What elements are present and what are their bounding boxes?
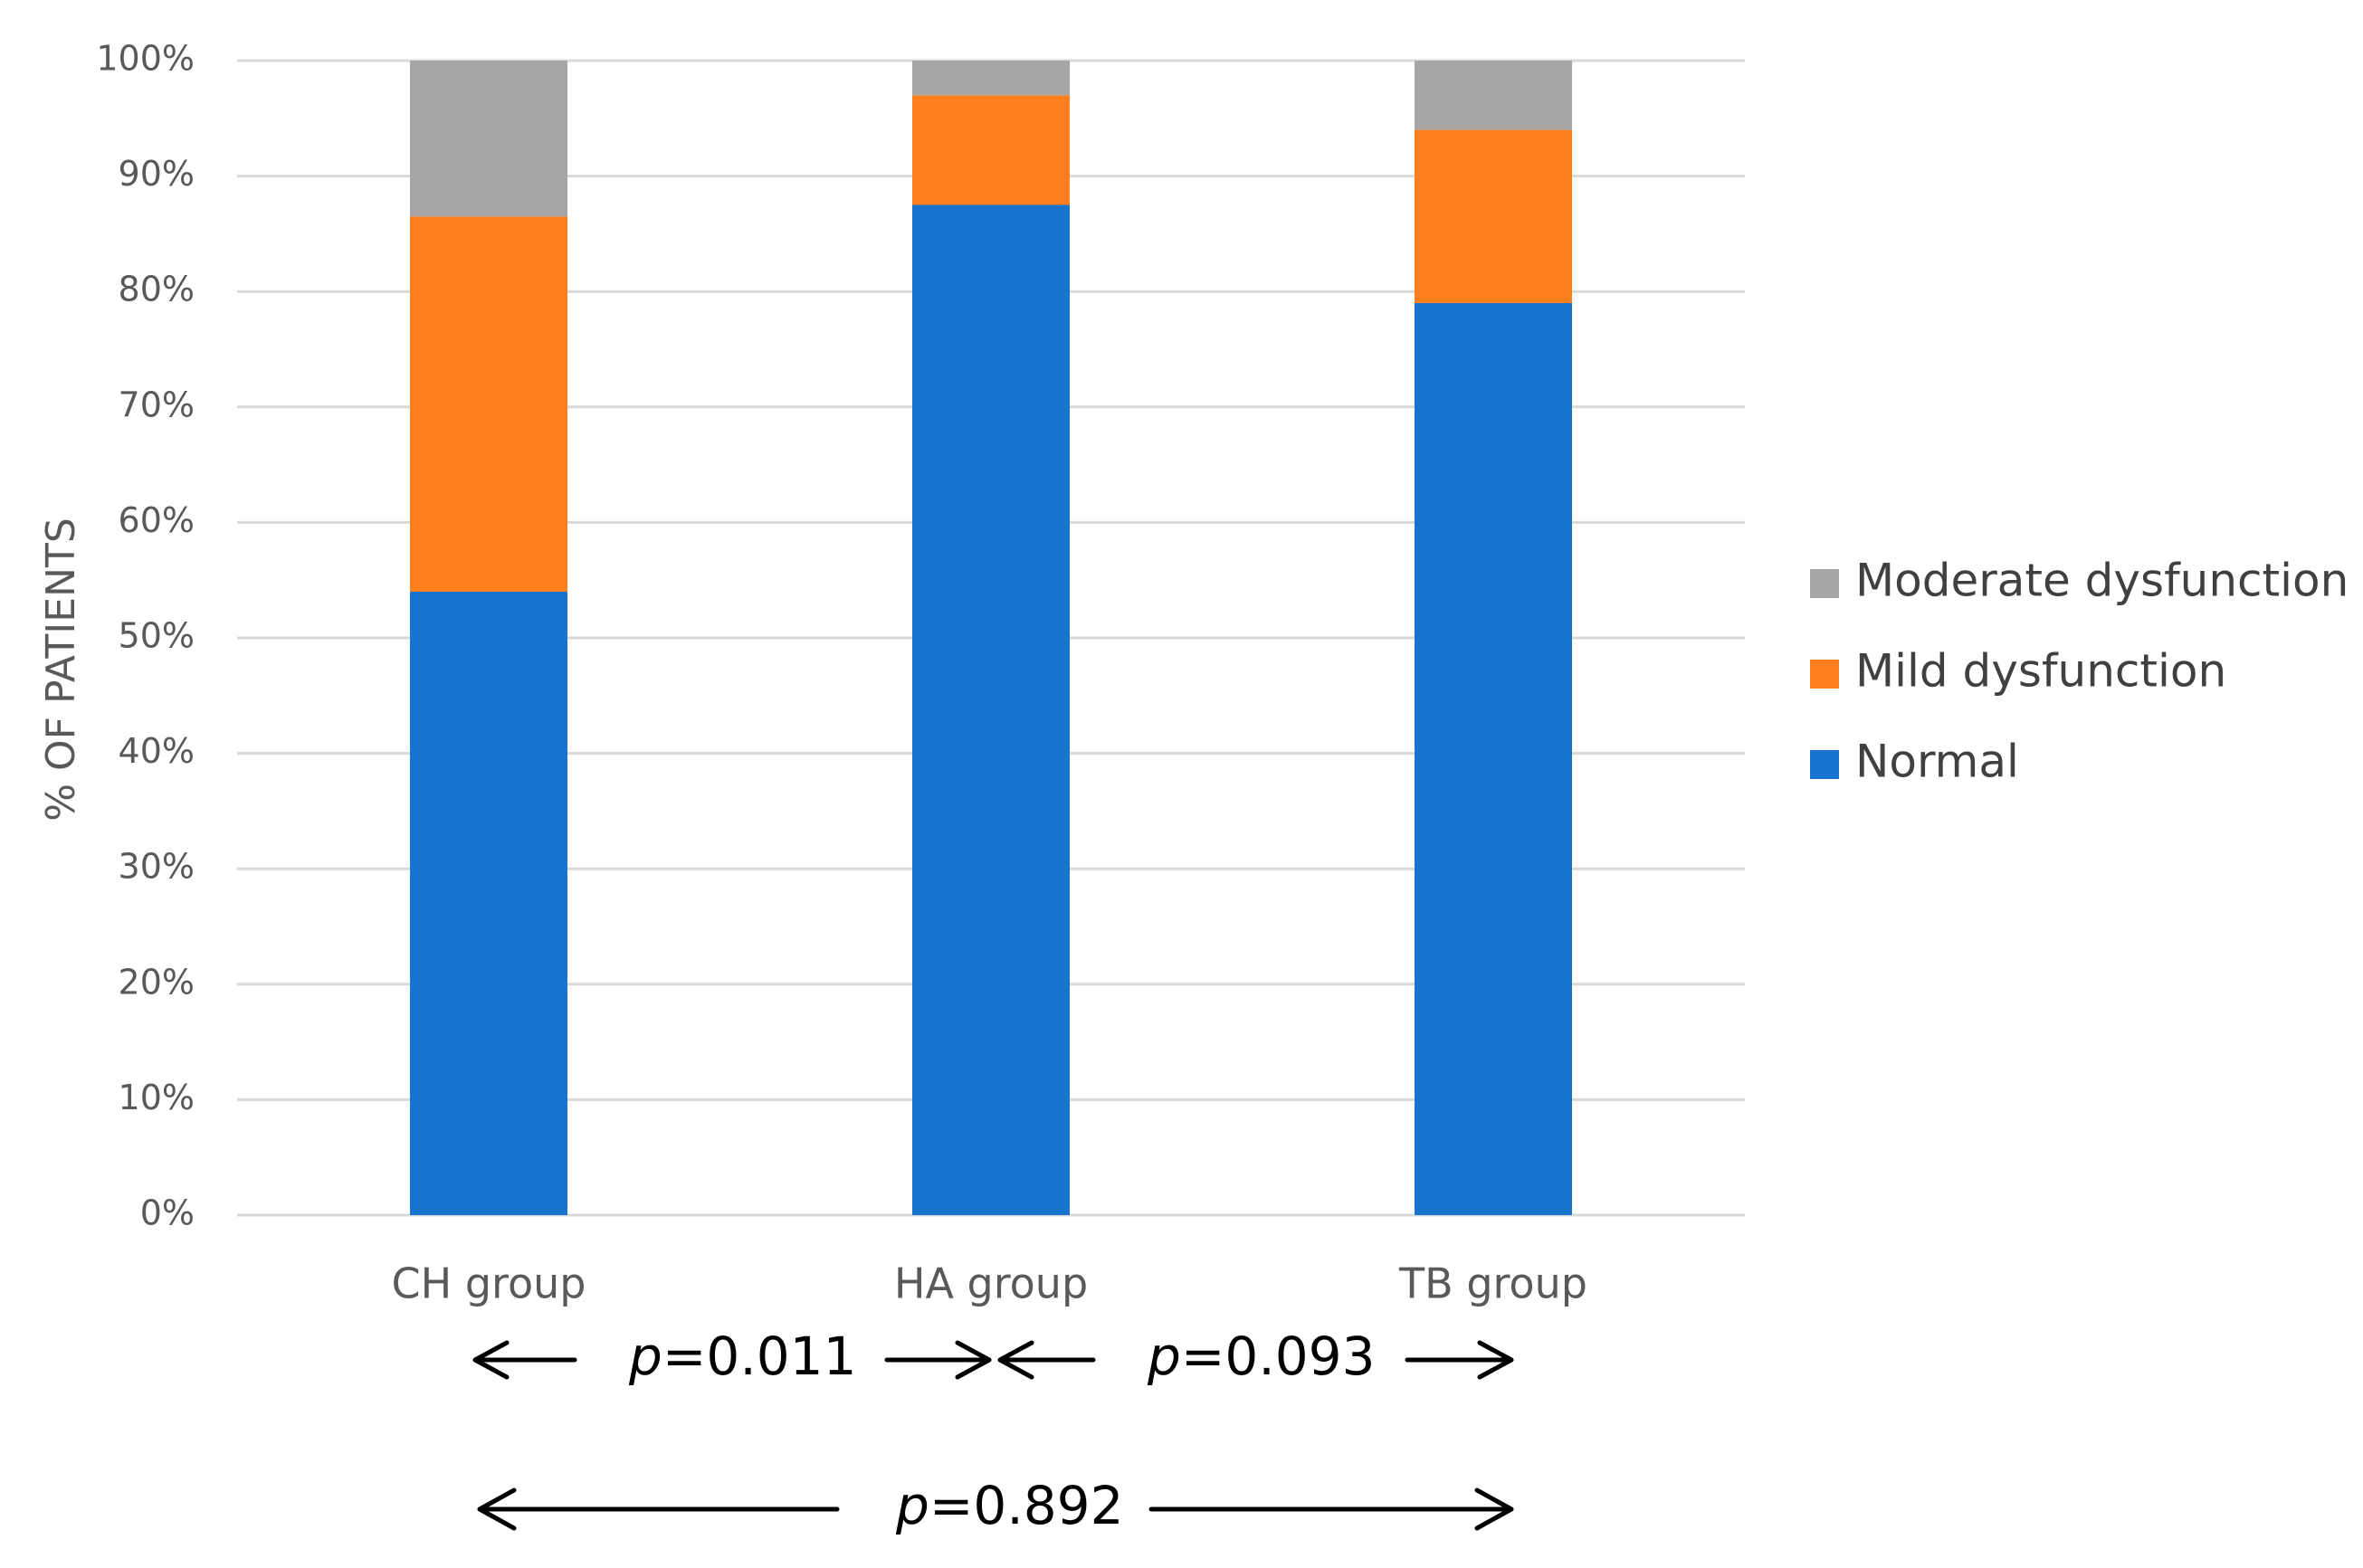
arrow-right-icon xyxy=(884,1340,992,1380)
bar-segment xyxy=(1415,129,1572,303)
p-symbol: p xyxy=(895,1475,929,1536)
arrow-left-icon xyxy=(477,1487,840,1531)
y-tick-label: 50% xyxy=(119,616,195,656)
bar-stack xyxy=(912,61,1070,1215)
y-tick-label: 30% xyxy=(119,847,195,887)
p-symbol: p xyxy=(628,1326,662,1387)
p-value-ch-ha: p=0.011 xyxy=(628,1326,856,1387)
bars xyxy=(410,61,1572,1216)
y-tick-label: 60% xyxy=(119,500,195,540)
p-symbol: p xyxy=(1147,1326,1181,1387)
bar-stack xyxy=(410,61,567,1215)
bar-segment xyxy=(410,591,567,1215)
y-tick-label: 10% xyxy=(119,1078,195,1117)
bar-segment xyxy=(1415,61,1572,130)
arrow-right-icon xyxy=(1148,1487,1514,1531)
legend-item: Mild dysfunction xyxy=(1810,645,2226,698)
x-category-label: CH group xyxy=(392,1259,586,1308)
bar-segment xyxy=(410,216,567,592)
category-labels: CH group HA group TB group xyxy=(392,1259,1587,1308)
annotation-ch-ha: p=0.011 xyxy=(472,1326,992,1387)
y-tick-label: 20% xyxy=(119,962,195,1002)
x-category-label: TB group xyxy=(1398,1259,1587,1308)
legend-swatch xyxy=(1810,750,1839,779)
legend-item: Normal xyxy=(1810,736,2019,788)
bar-segment xyxy=(1415,302,1572,1216)
y-tick-label: 90% xyxy=(119,154,195,194)
y-tick-label: 100% xyxy=(96,39,195,79)
bar-segment xyxy=(912,61,1070,96)
bar-segment xyxy=(912,204,1070,1215)
p-value-number: =0.011 xyxy=(662,1326,857,1387)
legend-swatch xyxy=(1810,660,1839,689)
p-value-ha-tb: p=0.093 xyxy=(1147,1326,1375,1387)
legend-label: Moderate dysfunction xyxy=(1855,555,2349,607)
y-axis-title: % OF PATIENTS xyxy=(38,518,84,822)
annotation-ha-tb: p=0.093 xyxy=(997,1326,1514,1387)
legend-item: Moderate dysfunction xyxy=(1810,555,2349,607)
arrow-left-icon xyxy=(997,1340,1096,1380)
annotation-ch-tb: p=0.892 xyxy=(477,1475,1514,1536)
arrow-left-icon xyxy=(472,1340,577,1380)
p-value-number: =0.892 xyxy=(929,1475,1124,1536)
p-value-annotations: p=0.011 p=0.093 p=0.892 xyxy=(472,1326,1514,1536)
y-tick-label: 0% xyxy=(140,1193,195,1233)
y-tick-label: 70% xyxy=(119,385,195,424)
legend-label: Mild dysfunction xyxy=(1855,645,2226,698)
bar-segment xyxy=(912,95,1070,205)
x-category-label: HA group xyxy=(894,1259,1088,1308)
arrow-right-icon xyxy=(1405,1340,1514,1380)
y-tick-label: 40% xyxy=(119,731,195,771)
legend: Moderate dysfunction Mild dysfunction Norm… xyxy=(1810,555,2349,788)
bar-segment xyxy=(410,61,567,217)
p-value-ch-tb: p=0.892 xyxy=(895,1475,1123,1536)
y-tick-label: 80% xyxy=(119,270,195,309)
y-tick-labels: 0% 10% 20% 30% 40% 50% 60% 70% 80% 90% 100% xyxy=(96,39,195,1233)
bar-stack xyxy=(1415,61,1572,1216)
legend-swatch xyxy=(1810,569,1839,598)
p-value-number: =0.093 xyxy=(1181,1326,1376,1387)
legend-label: Normal xyxy=(1855,736,2019,788)
